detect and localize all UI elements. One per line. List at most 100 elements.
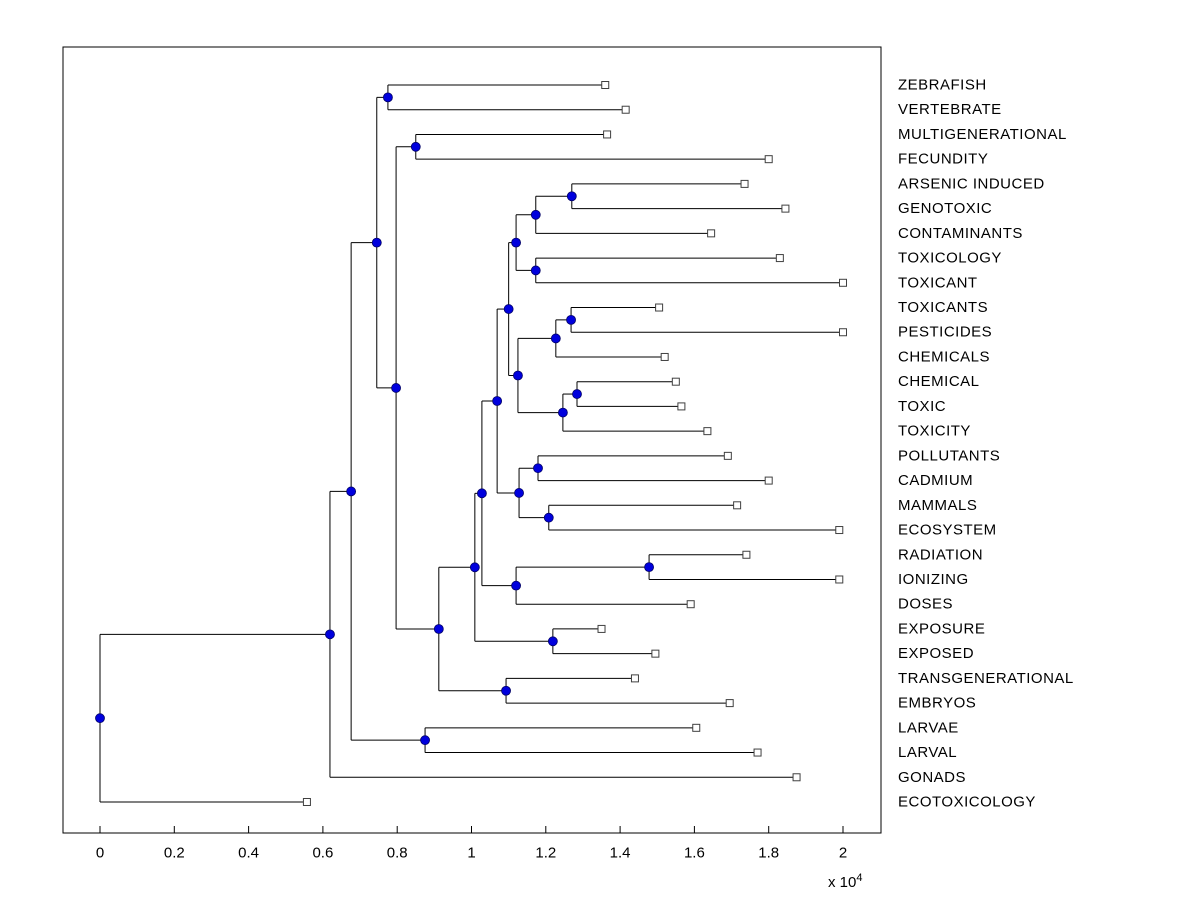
leaf-marker	[835, 575, 844, 584]
cluster-node-marker	[513, 370, 523, 381]
cluster-node-marker	[371, 237, 382, 248]
leaf-label: TOXICITY	[898, 423, 971, 440]
leaf-marker	[603, 130, 612, 139]
x-tick-label: 0.2	[164, 844, 185, 861]
cluster-node-marker	[514, 488, 524, 498]
cluster-node-marker	[410, 141, 421, 152]
leaf-marker	[597, 624, 606, 633]
leaf-marker	[671, 377, 680, 386]
x-axis-exponent-power: 4	[856, 872, 863, 884]
leaf-label: CHEMICAL	[898, 373, 980, 390]
x-tick-label: 1.6	[684, 844, 705, 861]
leaf-label: MAMMALS	[898, 497, 977, 514]
cluster-node-marker	[566, 191, 577, 202]
leaf-label: GONADS	[898, 769, 966, 786]
leaf-marker	[740, 179, 749, 188]
x-tick-label: 0.4	[238, 844, 259, 861]
leaf-marker	[775, 254, 784, 263]
leaf-marker	[753, 748, 762, 757]
leaf-label: GENOTOXIC	[898, 200, 992, 217]
leaf-marker	[742, 550, 751, 559]
cluster-node-marker	[391, 383, 401, 393]
axes-box	[62, 46, 882, 834]
leaf-marker	[835, 526, 844, 535]
leaf-label: CADMIUM	[898, 472, 973, 489]
cluster-node-marker	[420, 735, 430, 746]
x-tick-label: 0.8	[387, 844, 408, 861]
leaf-label: MULTIGENERATIONAL	[898, 126, 1067, 143]
leaf-marker	[630, 674, 639, 683]
leaf-marker	[781, 204, 790, 213]
cluster-node-marker	[95, 713, 105, 724]
cluster-node-marker	[644, 562, 654, 573]
leaf-marker	[764, 155, 773, 164]
leaf-marker	[651, 649, 660, 658]
cluster-node-marker	[503, 304, 514, 314]
leaf-marker	[677, 402, 686, 411]
x-tick-label: 1.2	[535, 844, 556, 861]
leaf-label: IONIZING	[898, 571, 969, 588]
cluster-node-marker	[433, 624, 444, 634]
cluster-node-marker	[325, 629, 335, 640]
leaf-label: VERTEBRATE	[898, 101, 1002, 118]
leaf-label: RADIATION	[898, 546, 983, 563]
cluster-node-marker	[557, 407, 568, 418]
leaf-label: POLLUTANTS	[898, 447, 1000, 464]
cluster-node-marker	[530, 265, 541, 276]
cluster-node-marker	[550, 333, 561, 344]
leaf-marker	[302, 797, 311, 806]
cluster-node-marker	[477, 488, 487, 499]
leaf-marker	[764, 476, 773, 485]
x-tick-label: 1	[467, 844, 475, 861]
leaf-marker	[725, 699, 734, 708]
x-tick-label: 0.6	[312, 844, 333, 861]
cluster-node-marker	[533, 463, 543, 474]
leaf-label: EXPOSED	[898, 645, 974, 662]
leaf-marker	[792, 773, 801, 782]
cluster-node-marker	[547, 636, 558, 647]
cluster-node-marker	[572, 389, 582, 399]
leaf-label: PESTICIDES	[898, 324, 992, 341]
leaf-marker	[839, 278, 847, 287]
cluster-node-marker	[346, 486, 357, 497]
leaf-label: ECOSYSTEM	[898, 522, 997, 539]
x-tick-label: 2	[839, 844, 847, 861]
leaf-marker	[621, 105, 630, 114]
leaf-label: FECUNDITY	[898, 151, 988, 168]
cluster-node-marker	[492, 396, 503, 406]
leaf-label: LARVAE	[898, 719, 959, 736]
leaf-marker	[707, 229, 716, 238]
cluster-node-marker	[511, 237, 521, 248]
cluster-node-marker	[543, 512, 554, 523]
leaf-marker	[733, 501, 742, 510]
leaf-marker	[655, 303, 664, 312]
cluster-node-marker	[469, 562, 480, 573]
leaf-label: CHEMICALS	[898, 348, 990, 365]
leaf-label: ARSENIC INDUCED	[898, 175, 1045, 192]
x-tick-label: 1.8	[758, 844, 779, 861]
leaf-label: TOXICANT	[898, 274, 978, 291]
leaf-marker	[839, 328, 847, 337]
leaf-label: TOXICOLOGY	[898, 250, 1002, 267]
leaf-label: DOSES	[898, 596, 953, 613]
x-tick-label: 0	[96, 844, 104, 861]
leaf-marker	[601, 81, 610, 89]
leaf-label: ZEBRAFISH	[898, 77, 987, 94]
leaf-label: EXPOSURE	[898, 620, 985, 637]
leaf-marker	[692, 723, 701, 732]
cluster-node-marker	[511, 580, 521, 591]
leaf-marker	[686, 600, 695, 609]
leaf-label: CONTAMINANTS	[898, 225, 1023, 242]
leaf-label: ECOTOXICOLOGY	[898, 793, 1036, 810]
leaf-label: TRANSGENERATIONAL	[898, 670, 1074, 687]
x-axis-exponent-base: x 10	[828, 874, 857, 891]
x-tick-label: 1.4	[610, 844, 631, 861]
cluster-node-marker	[530, 209, 541, 220]
cluster-node-marker	[566, 314, 576, 325]
cluster-node-marker	[383, 92, 393, 103]
cluster-node-marker	[501, 685, 511, 696]
leaf-marker	[703, 427, 712, 436]
leaf-label: TOXIC	[898, 398, 946, 415]
